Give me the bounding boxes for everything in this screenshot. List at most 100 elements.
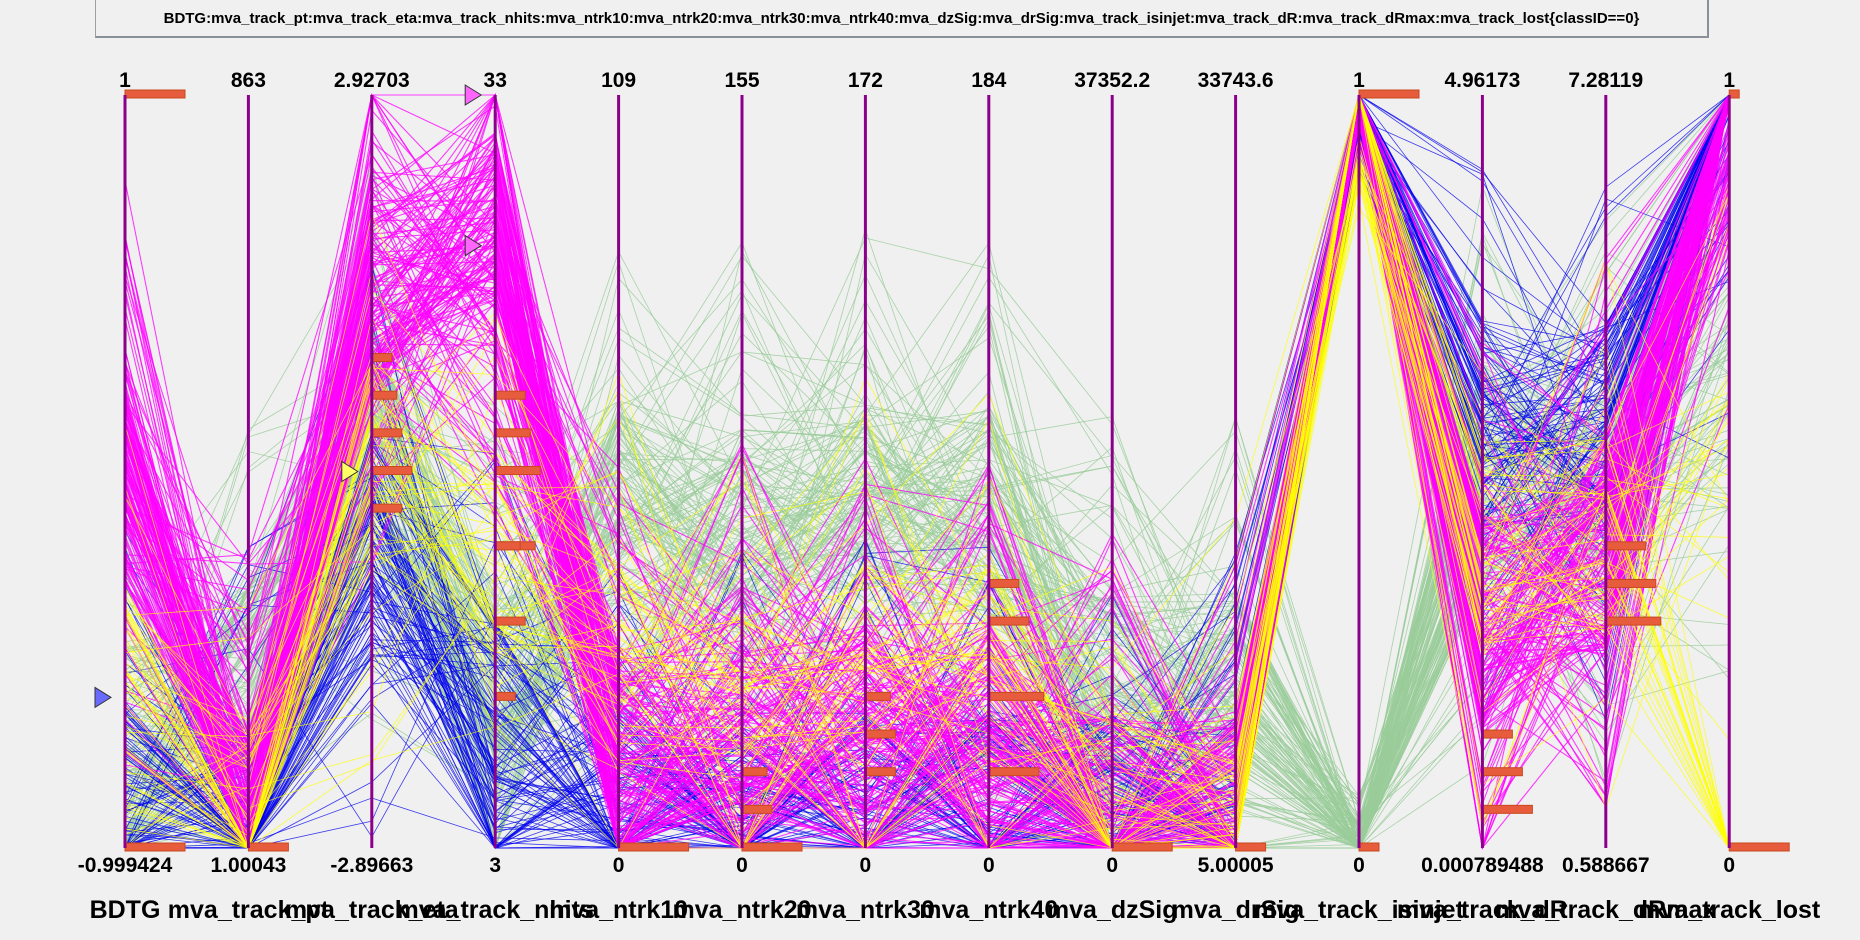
cut-marker[interactable] [94,686,112,709]
histogram-bin [741,767,768,777]
axis-title: mva_track_pt [168,896,330,924]
axis-max-label: 184 [971,69,1006,92]
histogram-bin [494,428,531,438]
axis-title: mva_track_dRmax [1495,896,1716,924]
histogram-bin [494,616,526,626]
series-polyline [124,173,1730,849]
series-polyline [124,94,1730,849]
axis-min-label: 0 [613,854,625,877]
axis-title: mva_track_nhits [397,896,594,924]
histogram-bin [247,842,289,852]
series-polyline [124,94,1730,850]
histogram-bin [371,428,403,438]
histogram-bin [864,691,891,701]
series-polyline [124,94,1730,849]
series-polyline [124,94,1730,849]
series-polyline [124,179,1730,849]
axes-layer [123,95,1731,848]
axis-title: mva_track_lost [1638,896,1821,924]
axis-min-label: 5.00005 [1198,854,1274,877]
series-polyline [124,170,1730,849]
series-polyline [124,94,1730,849]
series-polyline [124,93,1730,849]
histogram-bin [741,842,803,852]
series-polyline [124,184,1730,849]
axis-max-label: 33743.6 [1198,69,1274,92]
axis-title: mva_track_dR [1397,896,1568,924]
axis-max-label: 1 [119,69,131,92]
histogram-bin [864,729,896,739]
series-polyline [124,165,1730,849]
axis-title: mva_dzSig [1047,896,1178,924]
series-polyline [124,93,1730,849]
chart-title: BDTG:mva_track_pt:mva_track_eta:mva_trac… [95,0,1709,38]
series-polyline [124,94,1730,850]
histogram-bin [371,390,398,400]
series-polyline [124,157,1730,849]
axis-min-label: 0.588667 [1562,854,1650,877]
histogram-bin [1728,842,1790,852]
histogram-bin [371,503,403,513]
series-polyline [124,93,1730,849]
axis-min-label: 0 [1353,854,1365,877]
axis-max-label: 37352.2 [1074,69,1150,92]
series-polyline [124,94,1730,849]
axis-max-label: 4.96173 [1444,69,1520,92]
histogram-bin [1605,616,1662,626]
series-polyline [124,94,1730,849]
series-polyline [124,162,1730,849]
histogram-bin [371,466,413,475]
axis-max-label: 2.92703 [334,69,410,92]
series-polyline [124,116,1730,851]
series-polyline [124,93,1730,849]
histogram-bin [988,578,1020,588]
axis-min-label: 0 [860,854,872,877]
axis-title: mva_ntrk30 [796,896,935,924]
series-polyline [124,94,1730,849]
axis-max-label: 1 [1353,69,1365,92]
series-polyline [124,94,1730,851]
series-polyline [124,94,1730,849]
cut-marker[interactable] [464,84,483,106]
series-polyline [124,93,1730,849]
axis-min-label: -2.89663 [330,854,413,877]
series-polyline [124,94,1730,851]
histogram-bin [1358,842,1380,852]
series-polyline [124,94,1730,850]
cut-marker[interactable] [341,460,359,483]
histogram-bin [618,842,690,852]
cut-marker[interactable] [464,234,483,257]
series-polyline [124,94,1730,849]
axis-max-label: 109 [601,69,636,92]
series-polyline [124,94,1730,800]
histogram-bin [988,616,1030,626]
axis-max-label: 172 [848,69,883,92]
series-polyline [124,94,1730,849]
axis-min-label: 0 [736,854,748,877]
series-polyline [124,94,1730,849]
axis-min-label: 3 [489,854,501,877]
series-polyline [125,93,1730,849]
histogram-bin [1235,842,1267,852]
series-polyline [124,94,1730,849]
series-polyline [124,94,1730,849]
axis-title: mva_drSig [1172,896,1300,924]
labels-layer: 1 -0.999424 BDTG 863 1.00043 mva_track_pt 2.92… [78,69,1821,924]
histogram-bin [1481,729,1513,739]
axis-title: mva_ntrk20 [673,896,812,924]
histogram-bin [864,767,896,777]
series-polyline [125,94,1730,849]
series-polyline [124,94,1730,849]
series-polyline [124,156,1730,849]
histogram-bin [494,691,516,701]
histogram-bin [1728,89,1740,99]
series-polyline [124,94,1730,849]
series-polyline [124,94,1730,849]
series-polyline [124,94,1730,849]
histogram-bin [124,89,186,99]
series-polyline [124,94,1730,850]
axis-title: mva_track_eta [285,896,460,924]
histogram-bin [494,466,541,475]
series-polyline [124,94,1730,849]
